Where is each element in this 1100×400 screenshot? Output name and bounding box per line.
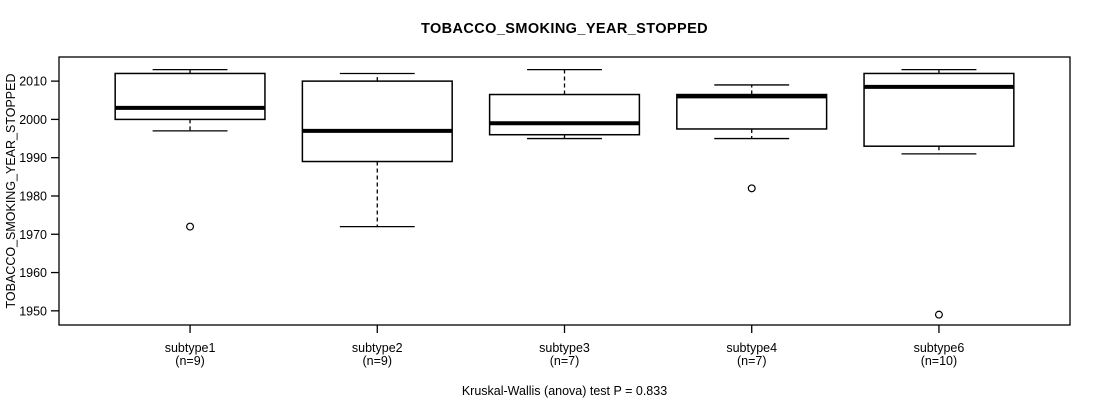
y-tick-label: 2010 [19,75,47,89]
y-tick-label: 1970 [19,228,47,242]
x-group-label: subtype6 [914,341,965,355]
y-axis-label: TOBACCO_SMOKING_YEAR_STOPPED [4,73,18,308]
y-tick-label: 1960 [19,266,47,280]
outlier-point [186,222,195,231]
x-group-count-label: (n=10) [921,354,957,368]
x-group-count-label: (n=9) [175,354,205,368]
box [863,72,1015,147]
kruskal-wallis-caption: Kruskal-Wallis (anova) test P = 0.833 [461,384,668,398]
outlier-point [934,310,943,319]
outlier-point [747,184,756,193]
x-group-count-label: (n=9) [363,354,393,368]
y-tick-label: 2000 [19,113,47,127]
chart-title: TOBACCO_SMOKING_YEAR_STOPPED [420,21,709,37]
y-tick-label: 1990 [19,151,47,165]
box [676,93,828,130]
x-group-label: subtype2 [352,341,403,355]
y-tick-label: 1950 [19,304,47,318]
box [301,80,453,163]
x-group-label: subtype1 [165,341,216,355]
x-group-label: subtype3 [539,341,590,355]
box [488,93,641,136]
box [114,72,266,121]
x-group-count-label: (n=7) [737,354,767,368]
x-group-label: subtype4 [726,341,777,355]
chart-layer: 1950196019701980199020002010subtype1(n=9… [19,56,1071,368]
x-group-count-label: (n=7) [550,354,580,368]
y-tick-label: 1980 [19,189,47,203]
